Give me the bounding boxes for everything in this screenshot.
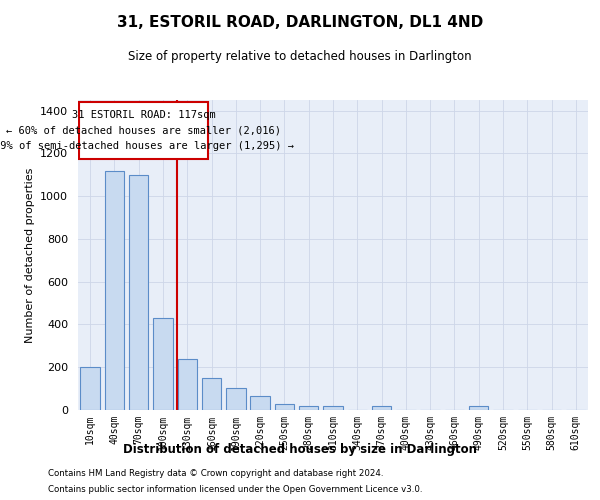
FancyBboxPatch shape — [79, 102, 208, 159]
Text: Contains HM Land Registry data © Crown copyright and database right 2024.: Contains HM Land Registry data © Crown c… — [48, 468, 383, 477]
Text: 39% of semi-detached houses are larger (1,295) →: 39% of semi-detached houses are larger (… — [0, 142, 293, 152]
Bar — [275, 404, 294, 410]
Text: 31, ESTORIL ROAD, DARLINGTON, DL1 4ND: 31, ESTORIL ROAD, DARLINGTON, DL1 4ND — [117, 15, 483, 30]
Y-axis label: Number of detached properties: Number of detached properties — [25, 168, 35, 342]
Text: Contains public sector information licensed under the Open Government Licence v3: Contains public sector information licen… — [48, 485, 422, 494]
Bar — [105, 170, 124, 410]
Bar — [153, 318, 173, 410]
Bar — [250, 396, 270, 410]
Bar — [202, 378, 221, 410]
Text: 31 ESTORIL ROAD: 117sqm: 31 ESTORIL ROAD: 117sqm — [71, 110, 215, 120]
Bar — [299, 406, 319, 410]
Bar — [178, 358, 197, 410]
Text: Distribution of detached houses by size in Darlington: Distribution of detached houses by size … — [123, 442, 477, 456]
Bar — [469, 406, 488, 410]
Bar — [372, 406, 391, 410]
Bar — [80, 367, 100, 410]
Bar — [129, 175, 148, 410]
Bar — [226, 388, 245, 410]
Bar — [323, 406, 343, 410]
Text: Size of property relative to detached houses in Darlington: Size of property relative to detached ho… — [128, 50, 472, 63]
Text: ← 60% of detached houses are smaller (2,016): ← 60% of detached houses are smaller (2,… — [6, 126, 281, 136]
